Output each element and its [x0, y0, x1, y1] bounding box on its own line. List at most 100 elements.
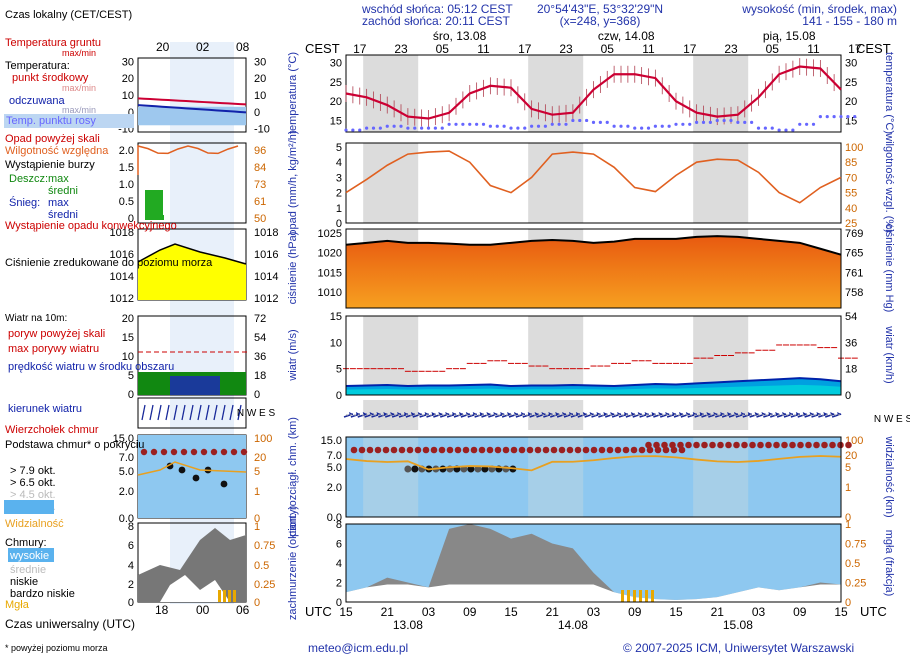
cloud-top-dot — [630, 446, 638, 454]
cloud-top-dot — [558, 446, 566, 454]
cloud-top-dot — [670, 446, 678, 454]
dew-point-dot — [853, 115, 857, 119]
mini-fog-bar — [228, 590, 231, 602]
legend-wind_title: Wiatr na 10m: — [5, 313, 67, 324]
precip-tick-left: 5 — [336, 142, 342, 154]
wind-tick-left: 0 — [336, 390, 342, 402]
cloud-top-dot — [669, 441, 676, 449]
cloud-top-dot — [701, 441, 708, 449]
top-hour-tick: 11 — [477, 42, 490, 56]
dew-point-dot — [798, 122, 802, 126]
dew-point-dot — [557, 122, 561, 126]
dew-point-dot — [598, 120, 602, 124]
dew-point-dot — [433, 126, 437, 130]
cloud-top-dot — [789, 441, 796, 449]
cloud-top-dot — [510, 446, 518, 454]
legend-humidity: Wilgotność względna — [5, 145, 109, 157]
dew-point-dot — [605, 120, 609, 124]
mini-frame — [137, 57, 247, 133]
cover-tick-left: 2 — [336, 578, 342, 590]
dew-point-dot — [818, 115, 822, 119]
dew-point-dot — [447, 122, 451, 126]
cloud-top-dot — [829, 441, 836, 449]
pressure-tick-right: 769 — [845, 228, 863, 240]
cloud-base-dot — [467, 465, 475, 473]
dew-point-dot — [516, 126, 520, 130]
wind-arrow-head — [355, 412, 360, 416]
dew-point-dot — [811, 122, 816, 126]
sunset-text: zachód słońca: 20:11 CEST — [362, 14, 511, 28]
dew-point-dot — [530, 124, 534, 128]
cloud-top-dot — [662, 446, 670, 454]
cest-label-left: CEST — [305, 41, 340, 56]
legend-cloud-top: Wierzchołek chmur — [5, 424, 99, 436]
mini-cloud-top — [180, 448, 188, 456]
dew-point-dot — [681, 122, 685, 126]
mini-hour-top: 20 — [156, 40, 170, 54]
dew-point-dot — [461, 122, 465, 126]
wind-arrow-head — [768, 412, 773, 416]
mini-fog-bar — [223, 590, 226, 602]
legend-c-mid: średnie — [10, 564, 46, 576]
cloud-top-dot — [638, 446, 646, 454]
cloud-tick-left: 15.0 — [321, 435, 342, 447]
cloud-top-dot — [606, 446, 614, 454]
dew-point-dot — [488, 124, 492, 128]
mini-cover-white — [160, 575, 230, 602]
dew-point-dot — [550, 122, 554, 126]
cloud-top-dot — [390, 446, 398, 454]
bottom-day-label: 13.08 — [393, 618, 423, 632]
cloud-top-dot — [382, 446, 390, 454]
wind-arrow-head — [816, 412, 821, 416]
pressure-left-label: ciśnienie (hPa) — [287, 232, 299, 305]
mini-precip-tick: 2.0 — [119, 145, 134, 157]
legend-soil-sub: max/min — [62, 48, 96, 58]
cloud-top-dot — [526, 446, 534, 454]
wind-arrow-head — [795, 412, 800, 416]
mini-hour-bottom: 18 — [155, 603, 169, 617]
dew-point-dot — [743, 120, 747, 124]
cloud-top-dot — [478, 446, 486, 454]
mini-hour-bottom: 06 — [236, 603, 250, 617]
legend-rain-avg: średni — [48, 185, 78, 197]
cloud-top-dot — [518, 446, 526, 454]
humidity-line — [345, 150, 842, 204]
wind-tick-left: 5 — [336, 364, 342, 376]
mini-pres-tick: 1012 — [110, 293, 134, 305]
fog-tick-right: 0.5 — [845, 558, 860, 570]
mini-cloud-top — [200, 448, 208, 456]
legend-visibility: Widzialność — [5, 518, 64, 530]
mini-precip-tick: 1.5 — [119, 162, 134, 174]
dew-point-dot — [770, 126, 774, 130]
mini-felt-line — [137, 104, 247, 114]
dew-point-dot — [523, 126, 527, 130]
bottom-hour-tick: 03 — [752, 605, 766, 619]
cloud-top-dot — [685, 441, 692, 449]
dew-point-dot — [454, 122, 458, 126]
mini-hum-tick: 50 — [254, 213, 266, 225]
legend-snow-avg: średni — [48, 209, 78, 221]
elevation-label: wysokość (min, środek, max) — [741, 2, 897, 16]
dew-point-dot — [701, 120, 706, 124]
cloud-top-dot — [590, 446, 598, 454]
wind-arrow-head — [452, 412, 457, 416]
cover-tick-left: 6 — [336, 539, 342, 551]
wind-arrow-head — [727, 412, 732, 416]
dew-point-dot — [543, 124, 547, 128]
bottom-hour-tick: 21 — [546, 605, 560, 619]
vis-tick-right: 1 — [845, 482, 851, 494]
wind-arrow-head — [527, 412, 532, 416]
mini-cover-tick: 0 — [128, 597, 134, 609]
mini-cloud-top — [170, 448, 178, 456]
dew-point-dot — [481, 122, 486, 126]
cloud-top-dot — [446, 446, 454, 454]
mini-cloud-tick: 2.0 — [119, 486, 134, 498]
mini-hour-top: 08 — [236, 40, 250, 54]
mini-temp-tick-r: -10 — [254, 124, 270, 136]
legend-c-vlow: bardzo niskie — [10, 588, 75, 600]
cloud-base-dot — [411, 465, 419, 473]
mini-cloud-base — [220, 480, 228, 488]
cloud-top-dot — [845, 441, 852, 449]
wind-area-inner — [346, 384, 841, 395]
top-hour-tick: 05 — [601, 42, 615, 56]
